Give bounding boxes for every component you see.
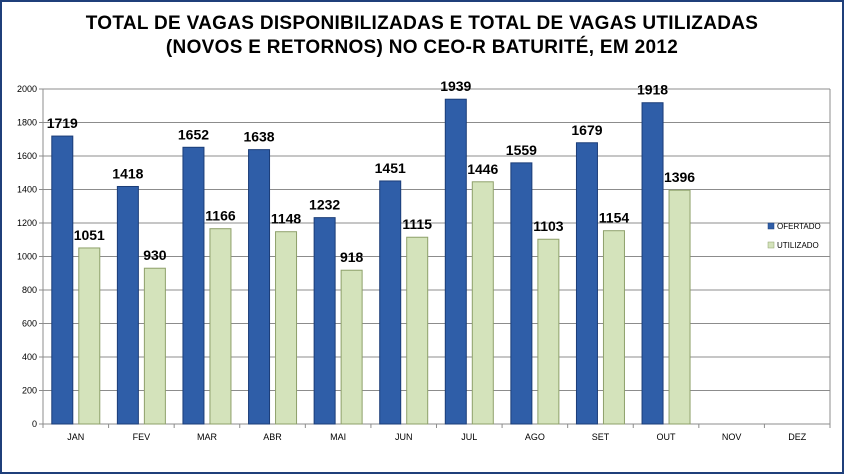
x-tick-label: MAR xyxy=(197,432,218,442)
ofertado-data-label: 1418 xyxy=(112,165,143,181)
ofertado-data-label: 1939 xyxy=(440,78,471,94)
utilizado-bar xyxy=(668,189,691,425)
y-tick-label: 800 xyxy=(22,285,37,295)
legend-swatch xyxy=(767,241,775,249)
utilizado-bar xyxy=(537,238,560,425)
ofertado-data-label: 1918 xyxy=(637,82,668,98)
utilizado-data-label: 1148 xyxy=(271,211,302,227)
utilizado-data-label: 930 xyxy=(143,247,167,263)
x-tick-label: JAN xyxy=(67,432,84,442)
utilizado-bar xyxy=(340,269,363,425)
ofertado-bar xyxy=(116,185,139,425)
x-tick-label: JUL xyxy=(461,432,477,442)
ofertado-bar xyxy=(182,146,205,425)
y-tick-label: 1800 xyxy=(17,118,37,128)
ofertado-bar xyxy=(510,162,533,425)
utilizado-data-label: 1115 xyxy=(402,216,432,232)
utilizado-data-label: 1166 xyxy=(205,208,236,224)
ofertado-data-label: 1559 xyxy=(506,142,537,158)
ofertado-data-label: 1451 xyxy=(375,160,406,176)
x-tick-label: DEZ xyxy=(788,432,807,442)
utilizado-bar xyxy=(602,230,625,425)
utilizado-bar xyxy=(143,267,166,425)
ofertado-bar xyxy=(313,217,336,425)
utilizado-bar xyxy=(406,236,429,425)
utilizado-bar xyxy=(471,181,494,425)
x-tick-label: JUN xyxy=(395,432,413,442)
ofertado-bar xyxy=(575,142,598,425)
utilizado-bar xyxy=(78,247,101,425)
y-tick-label: 600 xyxy=(22,319,37,329)
legend-label: UTILIZADO xyxy=(777,241,819,250)
y-tick-label: 1200 xyxy=(17,218,37,228)
ofertado-data-label: 1679 xyxy=(571,122,602,138)
y-tick-label: 1000 xyxy=(17,252,37,262)
ofertado-data-label: 1719 xyxy=(47,115,78,131)
y-tick-label: 1600 xyxy=(17,151,37,161)
utilizado-data-label: 1154 xyxy=(599,210,630,226)
x-tick-label: AGO xyxy=(525,432,545,442)
utilizado-data-label: 918 xyxy=(340,249,364,265)
utilizado-data-label: 1051 xyxy=(74,227,105,243)
x-tick-label: OUT xyxy=(657,432,677,442)
y-tick-label: 400 xyxy=(22,352,37,362)
utilizado-bar xyxy=(275,231,298,425)
x-tick-label: FEV xyxy=(133,432,151,442)
ofertado-bar xyxy=(248,149,271,425)
utilizado-data-label: 1103 xyxy=(533,218,564,234)
ofertado-bar xyxy=(379,180,402,425)
y-tick-label: 2000 xyxy=(17,84,37,94)
chart-title-line-2: (NOVOS E RETORNOS) NO CEO-R BATURITÉ, EM… xyxy=(165,37,679,58)
legend-label: OFERTADO xyxy=(777,222,821,231)
y-tick-label: 1400 xyxy=(17,185,37,195)
y-tick-label: 0 xyxy=(32,419,37,429)
ofertado-data-label: 1638 xyxy=(243,129,274,145)
legend-swatch xyxy=(767,222,775,230)
x-tick-label: ABR xyxy=(263,432,282,442)
utilizado-data-label: 1396 xyxy=(664,169,695,185)
chart-title: TOTAL DE VAGAS DISPONIBILIZADAS E TOTAL … xyxy=(2,12,842,60)
utilizado-bar xyxy=(209,228,232,425)
utilizado-data-label: 1446 xyxy=(467,161,498,177)
ofertado-bar xyxy=(51,135,74,425)
y-tick-label: 200 xyxy=(22,386,37,396)
x-tick-label: MAI xyxy=(330,432,346,442)
ofertado-data-label: 1232 xyxy=(309,197,340,213)
ofertado-bar xyxy=(444,98,467,425)
chart-title-line-1: TOTAL DE VAGAS DISPONIBILIZADAS E TOTAL … xyxy=(85,13,759,34)
ofertado-bar xyxy=(641,102,664,425)
x-tick-label: SET xyxy=(592,432,610,442)
ofertado-data-label: 1652 xyxy=(178,126,209,142)
x-tick-label: NOV xyxy=(722,432,742,442)
